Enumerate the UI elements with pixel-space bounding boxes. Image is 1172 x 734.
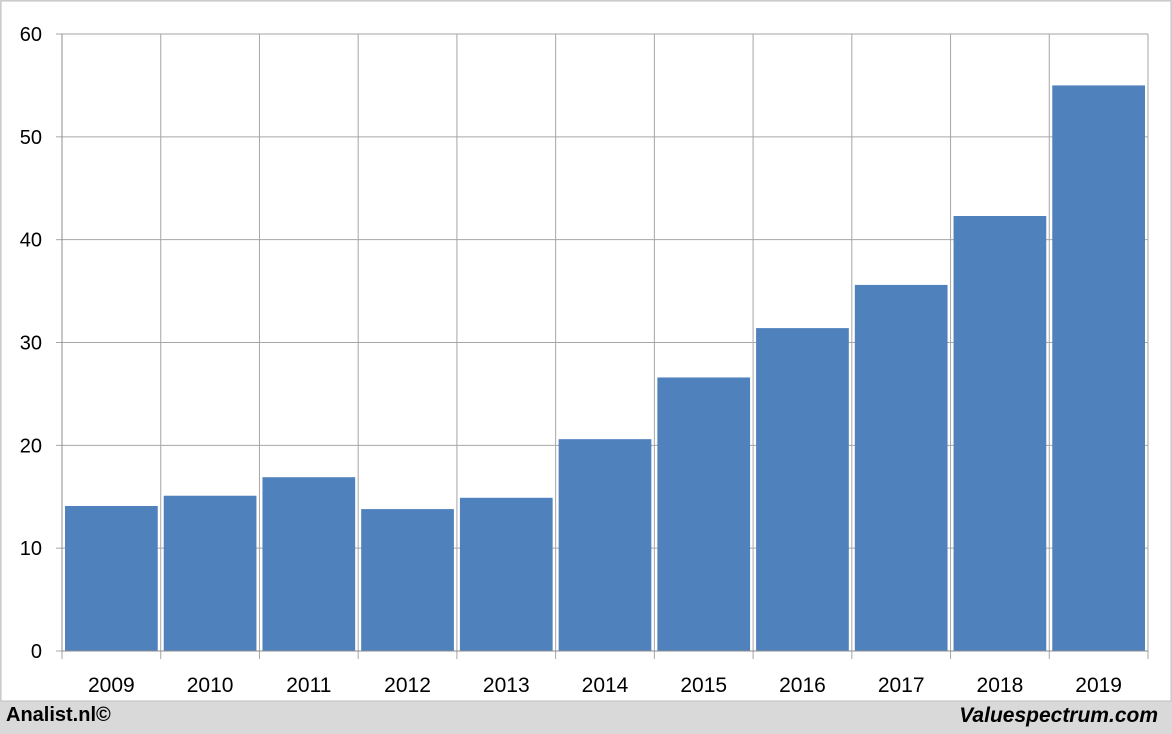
bars <box>65 85 1145 651</box>
bar-2011 <box>262 477 356 651</box>
x-tick-label: 2018 <box>977 674 1024 697</box>
bar-2014 <box>558 439 652 651</box>
bar-2012 <box>361 509 454 651</box>
y-tick-label: 50 <box>20 127 42 149</box>
x-tick-label: 2014 <box>582 674 629 697</box>
bar-2013 <box>459 497 553 651</box>
bar-2016 <box>756 328 849 651</box>
bar-2010 <box>163 495 257 651</box>
x-tick-labels: 2009 2010 2011 2012 2013 2014 2015 2016 2017 2018… <box>88 674 1122 697</box>
y-tick-labels: 0 10 20 30 40 50 60 <box>20 24 42 663</box>
y-tick-label: 10 <box>20 538 42 560</box>
y-tick-label: 0 <box>31 641 42 663</box>
footer-source-label: Analist.nl© <box>6 704 111 726</box>
y-tick-label: 60 <box>20 24 42 46</box>
bar-2018 <box>953 216 1047 651</box>
y-tick-label: 20 <box>20 435 42 457</box>
y-tick-label: 30 <box>20 333 42 355</box>
x-tick-label: 2010 <box>187 674 234 697</box>
bar-2015 <box>657 377 751 651</box>
bar-2009 <box>65 506 158 651</box>
bar-2017 <box>854 284 948 651</box>
x-tick-label: 2016 <box>779 674 826 697</box>
x-tick-label: 2009 <box>88 674 135 697</box>
axes <box>56 33 1149 659</box>
y-tick-label: 40 <box>20 230 42 252</box>
x-tick-label: 2015 <box>680 674 727 697</box>
bar-2019 <box>1052 85 1145 651</box>
x-tick-label: 2011 <box>286 674 331 697</box>
footer-brand-label: Valuespectrum.com <box>959 704 1158 727</box>
x-tick-label: 2013 <box>483 674 530 697</box>
x-tick-label: 2012 <box>384 674 431 697</box>
x-tick-label: 2019 <box>1075 674 1122 697</box>
x-tick-label: 2017 <box>878 674 925 697</box>
